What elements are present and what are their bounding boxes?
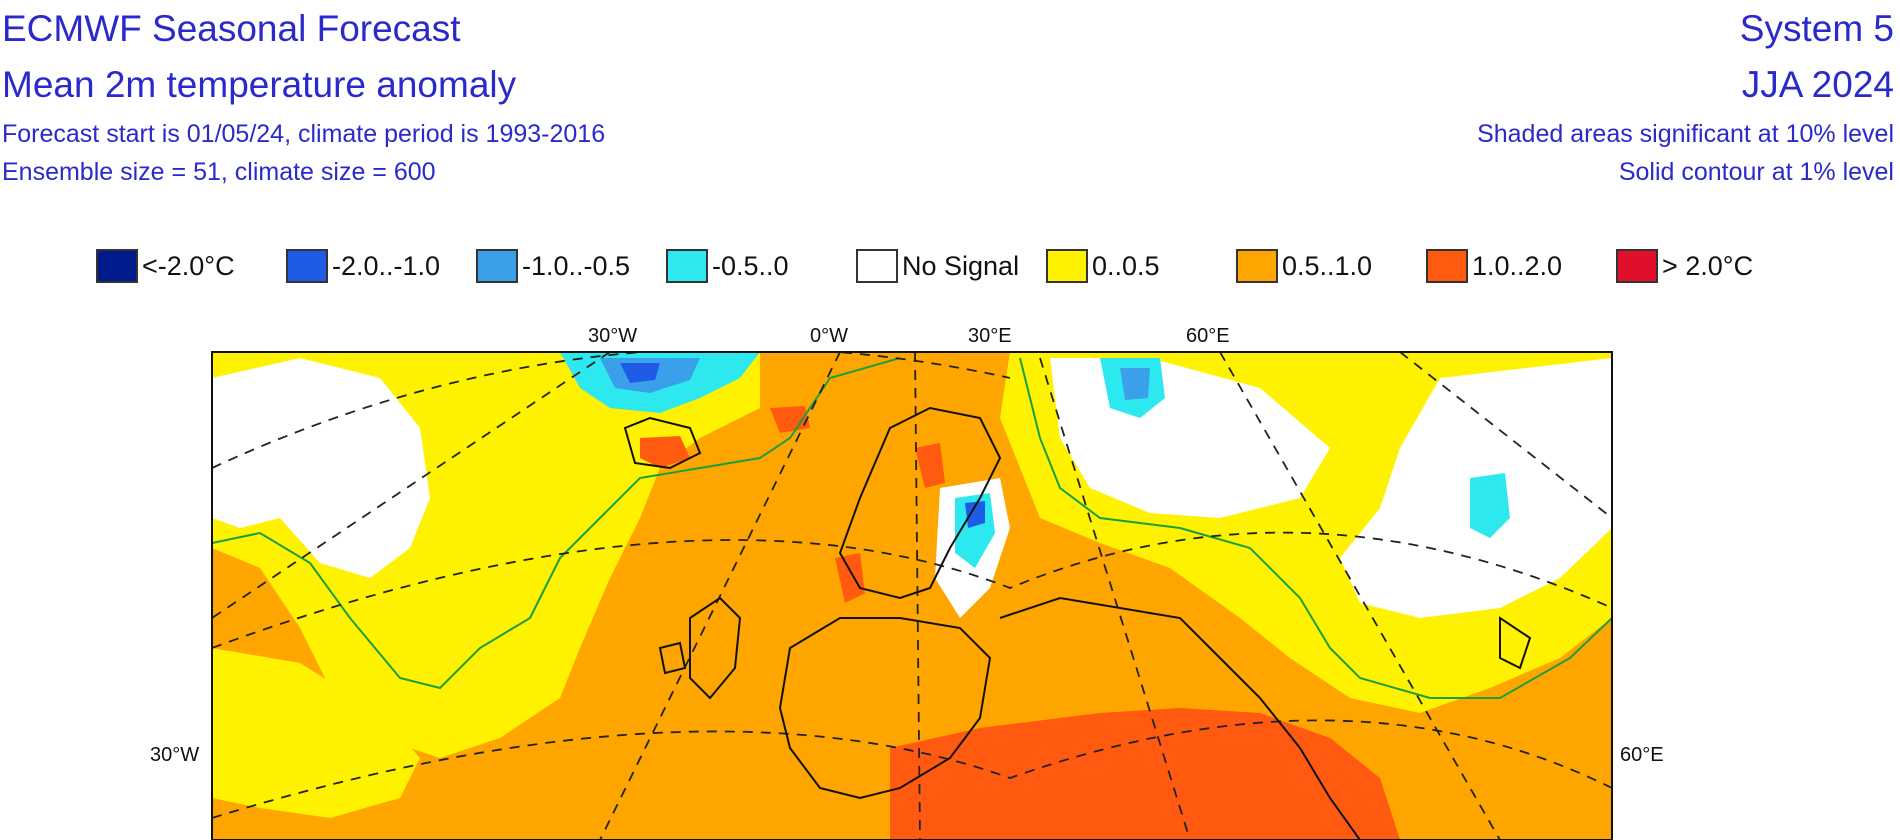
legend-swatch (1236, 249, 1278, 283)
legend-item: -1.0..-0.5 (476, 246, 630, 286)
region-negative-siberia (1470, 473, 1510, 538)
legend-label: > 2.0°C (1662, 250, 1754, 281)
legend-item: -0.5..0 (666, 246, 789, 286)
region-warm-norway (835, 553, 865, 603)
legend-item: <-2.0°C (96, 246, 235, 286)
map-title: ECMWF Seasonal Forecast (2, 8, 461, 49)
graticule (212, 352, 1612, 840)
anomaly-map: 30°W 0°W 30°E 60°E 30°W 60°E (150, 325, 1664, 840)
significance-note-2: Solid contour at 1% level (1618, 158, 1894, 186)
forecast-info-line1: Forecast start is 01/05/24, climate peri… (2, 120, 606, 148)
lon-label-top: 60°E (1186, 325, 1230, 347)
significance-contour (1019, 357, 1612, 699)
legend-label: 0..0.5 (1092, 250, 1160, 281)
region-warm-east-europe (890, 708, 1400, 840)
region-warm-scandinavia (915, 443, 945, 488)
legend-swatch (666, 249, 708, 283)
region-warm-iceland (640, 436, 690, 468)
legend-item: 1.0..2.0 (1426, 246, 1562, 286)
legend-item: 0..0.5 (1046, 246, 1160, 286)
legend-label: -1.0..-0.5 (522, 250, 631, 281)
region-white-greenland (212, 358, 430, 578)
legend-swatch (1426, 249, 1468, 283)
map-subtitle: Mean 2m temperature anomaly (2, 64, 517, 105)
system-label: System 5 (1739, 8, 1894, 49)
significance-contour (212, 357, 901, 690)
legend-swatch (286, 249, 328, 283)
legend-label: No Signal (902, 250, 1020, 281)
region-warm-atlantic (770, 406, 810, 433)
region-strong-negative-baltic (965, 501, 985, 528)
legend-label: 1.0..2.0 (1472, 250, 1563, 281)
season-label: JJA 2024 (1741, 64, 1894, 105)
legend-label: -2.0..-1.0 (332, 250, 441, 281)
lon-label-top: 30°W (588, 325, 637, 347)
legend-swatch (1616, 249, 1658, 283)
lon-label-right: 60°E (1620, 744, 1664, 766)
map-field (212, 352, 1612, 840)
legend-item: 0.5..1.0 (1236, 246, 1372, 286)
lon-label-top: 30°E (968, 325, 1012, 347)
legend-label: -0.5..0 (712, 250, 789, 281)
coastlines (623, 406, 1532, 840)
lon-label-left: 30°W (150, 744, 199, 766)
lon-label-top: 0°W (810, 325, 848, 347)
forecast-info-line2: Ensemble size = 51, climate size = 600 (2, 158, 436, 186)
legend-item: No Signal (856, 246, 1019, 286)
legend-label: 0.5..1.0 (1282, 250, 1373, 281)
legend-swatch (1046, 249, 1088, 283)
legend-label: <-2.0°C (142, 250, 235, 281)
region-strong-negative-north (620, 363, 660, 383)
region-negative-kola-core (1120, 368, 1150, 400)
legend-swatch (96, 249, 138, 283)
legend-swatch (856, 249, 898, 283)
region-yellow-southwest (212, 648, 420, 818)
legend-swatch (476, 249, 518, 283)
significance-note-1: Shaded areas significant at 10% level (1477, 120, 1894, 148)
legend-item: > 2.0°C (1616, 246, 1753, 286)
legend-item: -2.0..-1.0 (286, 246, 440, 286)
map-frame (211, 351, 1613, 840)
